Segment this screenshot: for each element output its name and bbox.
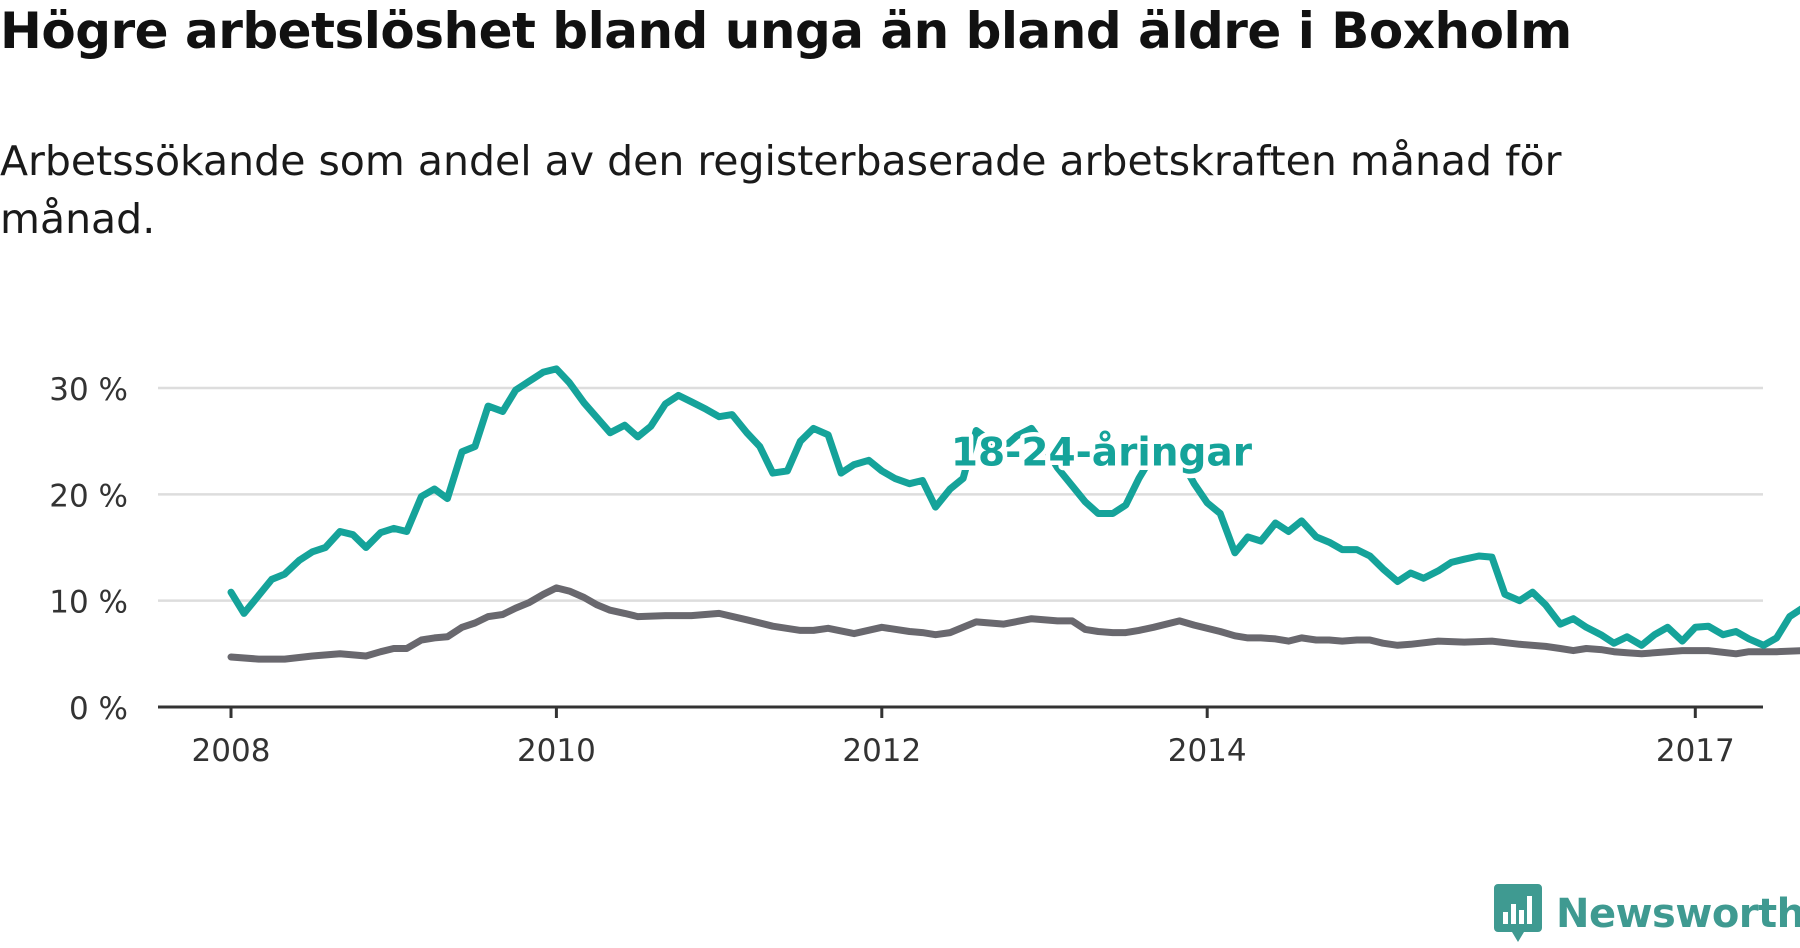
- page-title: Högre arbetslöshet bland unga än bland ä…: [0, 2, 1572, 60]
- series-line-total: [227, 584, 1800, 663]
- x-tick-label: 2012: [842, 733, 921, 769]
- x-tick-label: 2010: [517, 733, 596, 769]
- brand-name: Newsworthy: [1556, 891, 1800, 937]
- page-subtitle: Arbetssökande som andel av den registerb…: [0, 137, 1562, 243]
- series-label-youth: 18-24-åringar: [951, 431, 1253, 476]
- series-line-youth: [227, 365, 1800, 649]
- y-tick-label: 30 %: [49, 372, 128, 408]
- y-tick-label: 20 %: [49, 478, 128, 514]
- gridlines: [158, 386, 1763, 602]
- x-tick-label: 2014: [1168, 733, 1247, 769]
- axes: 0 %10 %20 %30 %2008201020122014201720192…: [49, 372, 1763, 769]
- y-tick-label: 10 %: [49, 585, 128, 621]
- y-tick-label: 0 %: [69, 691, 128, 727]
- chart-labels: 18-24-åringarTotal arbetslöshet10,9 %6,1…: [946, 426, 1257, 480]
- series-lines: [227, 365, 1800, 663]
- x-tick-label: 2017: [1656, 733, 1735, 769]
- x-tick-label: 2008: [192, 733, 271, 769]
- newsworthy-logo-icon: [1494, 884, 1542, 942]
- brand-logo: Newsworthy: [1494, 884, 1800, 944]
